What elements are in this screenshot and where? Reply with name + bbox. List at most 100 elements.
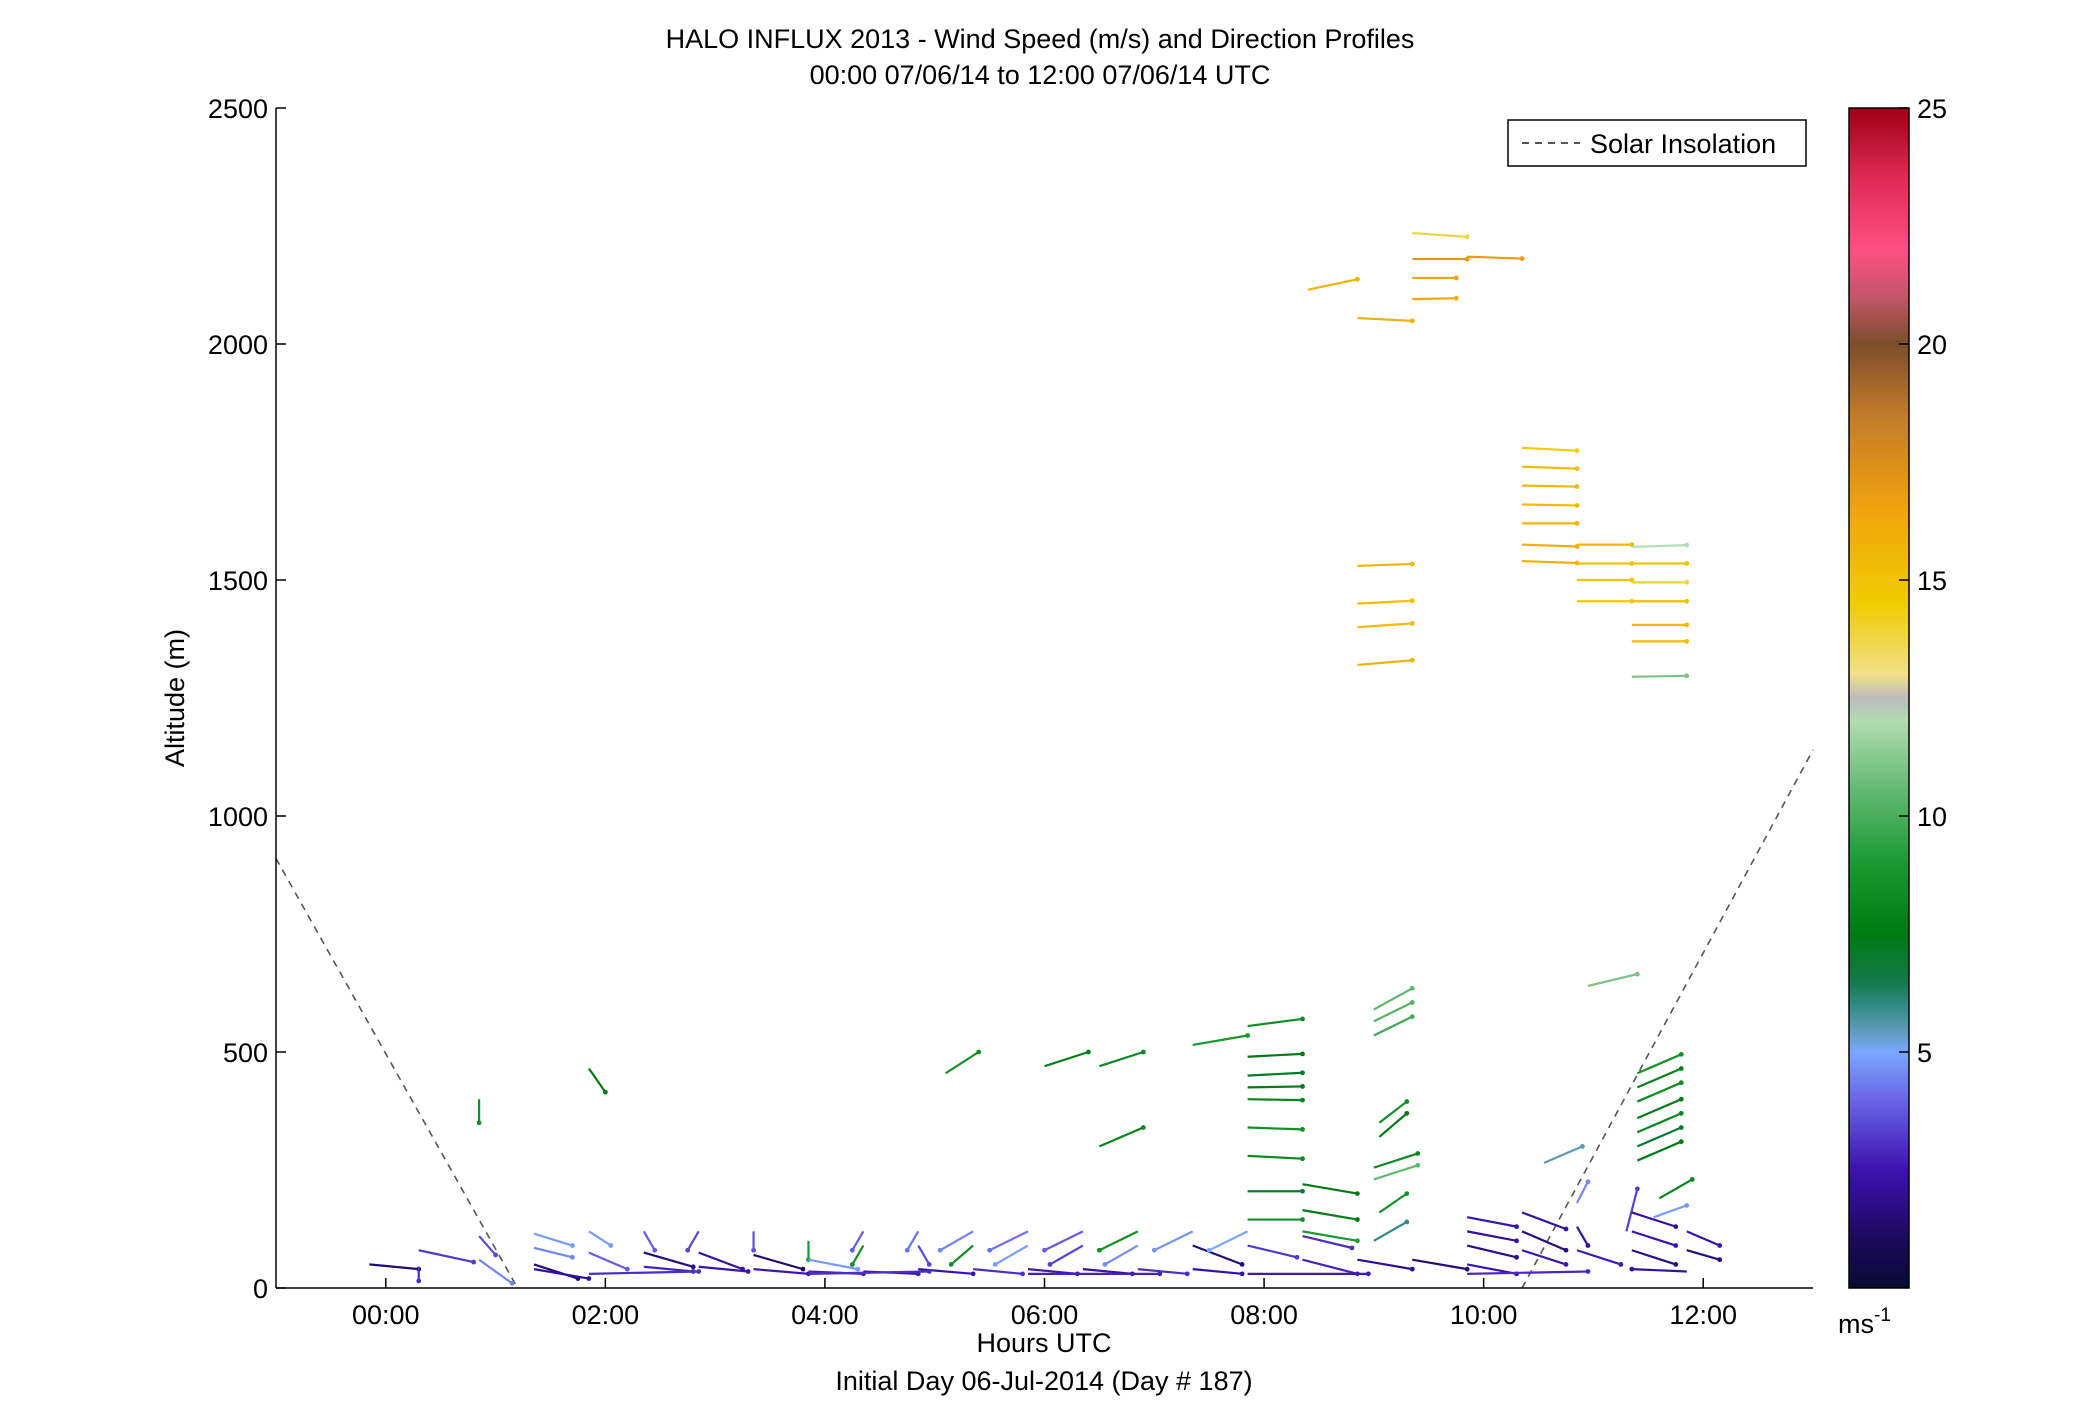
wind-vector-head — [904, 1247, 910, 1253]
wind-vector-128 — [1576, 1249, 1624, 1267]
wind-vector-9 — [1522, 484, 1580, 489]
solar-insolation-layer — [275, 749, 1814, 1289]
y-tick-label-0: 0 — [253, 1274, 268, 1304]
wind-vector-shaft — [1373, 987, 1413, 1011]
wind-vector-head — [1684, 622, 1690, 628]
colorbar-tick-label-1: 10 — [1917, 802, 1947, 832]
wind-vector-98 — [918, 1268, 976, 1277]
wind-vector-shaft — [1466, 1244, 1517, 1259]
wind-vector-37 — [1247, 1051, 1305, 1058]
wind-vector-44 — [1247, 1217, 1305, 1222]
wind-vector-head — [1684, 673, 1690, 679]
wind-vector-shaft — [1247, 1071, 1303, 1077]
wind-vector-88 — [753, 1253, 806, 1272]
wind-vector-113 — [1192, 1268, 1245, 1277]
wind-vector-head — [1151, 1247, 1157, 1253]
wind-vector-head — [1684, 579, 1690, 585]
wind-vector-head — [1409, 1266, 1415, 1272]
wind-vector-head — [1580, 1144, 1585, 1149]
wind-vector-shaft — [1137, 1268, 1188, 1275]
wind-vector-shaft — [1357, 562, 1413, 567]
wind-vector-shaft — [1378, 1100, 1408, 1124]
wind-vector-64 — [1636, 1110, 1684, 1134]
wind-vector-106 — [1047, 1244, 1084, 1267]
wind-vector-3 — [1412, 256, 1470, 262]
wind-vector-125 — [1521, 1230, 1569, 1253]
wind-vector-50 — [1373, 1014, 1415, 1037]
wind-vector-97 — [917, 1244, 932, 1267]
wind-vector-91 — [808, 1258, 861, 1272]
wind-vector-120 — [1466, 1216, 1519, 1230]
wind-vector-63 — [1636, 1096, 1684, 1120]
wind-vector-shaft — [753, 1253, 804, 1271]
wind-vector-shaft — [753, 1268, 809, 1275]
x-tick-label-2: 04:00 — [791, 1300, 859, 1330]
wind-vector-6 — [1467, 255, 1525, 261]
wind-vector-130 — [1631, 1230, 1679, 1248]
wind-vector-head — [1514, 1238, 1519, 1244]
wind-vector-head — [1300, 1127, 1305, 1132]
wind-vector-shaft — [1247, 1052, 1303, 1058]
wind-vector-24 — [1631, 673, 1690, 679]
wind-vector-121 — [1466, 1230, 1519, 1244]
wind-vector-head — [1629, 1266, 1635, 1272]
wind-vector-shaft — [1543, 1145, 1583, 1164]
wind-vector-shaft — [1412, 1258, 1468, 1271]
wind-vector-109 — [1102, 1244, 1139, 1267]
wind-vector-head — [1563, 1226, 1569, 1232]
wind-vector-head — [849, 1247, 855, 1253]
wind-vector-99 — [937, 1230, 974, 1253]
wind-vector-shaft — [588, 1270, 699, 1275]
wind-vector-head — [1409, 561, 1415, 567]
wind-vector-head — [471, 1259, 477, 1265]
wind-vector-head — [1140, 1049, 1146, 1055]
wind-vector-shaft — [950, 1244, 974, 1266]
wind-vector-82 — [643, 1251, 696, 1270]
wind-vector-126 — [1521, 1249, 1569, 1267]
wind-vector-32 — [1044, 1049, 1091, 1068]
wind-vector-head — [1404, 1099, 1410, 1104]
wind-vector-shaft — [1636, 1067, 1682, 1089]
wind-vector-head — [1464, 256, 1470, 262]
wind-vector-shaft — [1373, 1152, 1419, 1169]
wind-vector-head — [1519, 256, 1525, 261]
wind-vector-18 — [1631, 542, 1690, 549]
wind-vector-shaft — [1098, 1230, 1139, 1252]
wind-vector-shaft — [1098, 1126, 1144, 1148]
legend: Solar Insolation — [1507, 119, 1807, 167]
plot-background — [276, 108, 1813, 1288]
wind-vector-shaft — [1357, 659, 1413, 667]
wind-vector-75 — [533, 1232, 575, 1248]
wind-vector-112 — [1192, 1244, 1245, 1267]
wind-vector-shaft — [1192, 1034, 1248, 1047]
wind-vector-shaft — [1208, 1230, 1249, 1252]
colorbar-unit-label: ms-1 — [1838, 1305, 1891, 1339]
wind-vector-78 — [588, 1230, 614, 1248]
y-tick-label-5: 2500 — [208, 94, 268, 124]
wind-vector-100 — [948, 1244, 974, 1267]
x-tick-label-0: 00:00 — [352, 1300, 420, 1330]
plot-area: 00:00 02:00 04:00 06:00 08:00 10:00 12:00 0 500… — [208, 94, 1814, 1330]
wind-vector-head — [509, 1280, 515, 1286]
wind-vector-shaft — [588, 1230, 612, 1247]
wind-vector-shaft — [973, 1268, 1023, 1275]
y-axis-label: Altitude (m) — [160, 629, 190, 767]
wind-vector-head — [1404, 1191, 1410, 1196]
wind-vector-head — [976, 1049, 982, 1055]
wind-vector-29 — [476, 1099, 482, 1126]
wind-vector-119 — [1412, 1258, 1470, 1272]
x-axis-label: Hours UTC — [976, 1328, 1111, 1358]
wind-vector-head — [1673, 1243, 1679, 1248]
wind-vector-114 — [1206, 1230, 1249, 1253]
wind-vector-head — [1409, 985, 1415, 991]
wind-vector-shaft — [1373, 1220, 1408, 1242]
wind-vector-shaft — [1153, 1230, 1194, 1252]
wind-vector-head — [586, 1276, 592, 1281]
solar-insolation-segment-2 — [1521, 749, 1814, 1289]
wind-vector-head — [685, 1247, 691, 1253]
wind-vector-51 — [1378, 1099, 1410, 1124]
wind-vector-head — [745, 1269, 751, 1274]
wind-vector-head — [1453, 275, 1459, 281]
wind-vector-layer — [369, 231, 1723, 1286]
wind-vector-93 — [849, 1230, 865, 1253]
